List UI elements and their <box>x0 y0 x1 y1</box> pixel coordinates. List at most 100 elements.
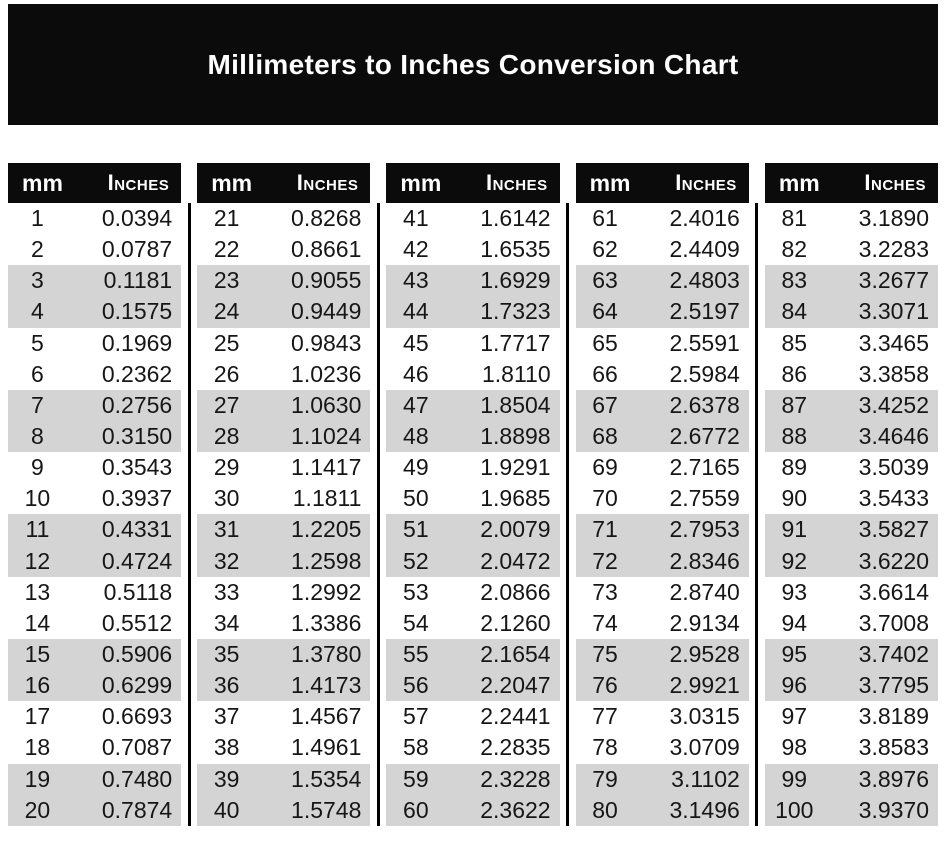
inches-value: 2.9134 <box>669 609 740 636</box>
mm-value: 29 <box>213 454 240 481</box>
mm-value: 19 <box>24 765 51 792</box>
inches-value: 1.5748 <box>291 796 362 823</box>
conversion-table: mm Inches 1 0.0394 2 0.0787 3 0.1181 4 0.1575 5 0.1… <box>8 163 939 826</box>
mm-value: 76 <box>592 672 618 699</box>
mm-column-header: mm <box>778 169 820 196</box>
mm-value: 75 <box>592 641 618 668</box>
inches-value: 3.4646 <box>858 423 930 450</box>
table-row: 43 1.6929 <box>386 265 560 297</box>
column-divider <box>181 163 197 826</box>
inches-value: 3.2677 <box>858 267 930 294</box>
inches-value: 2.0079 <box>480 516 551 543</box>
mm-value: 20 <box>24 796 51 823</box>
column-group-5: mm Inches 81 3.1890 82 3.2283 83 3.2677 84 3.3071… <box>764 163 939 826</box>
inches-column-header: Inches <box>864 170 927 195</box>
inches-value: 0.9843 <box>291 329 362 356</box>
column-divider <box>749 163 765 826</box>
table-row: 39 1.5354 <box>197 763 371 795</box>
inches-value: 1.3780 <box>291 641 362 668</box>
table-row: 84 3.3071 <box>764 296 939 328</box>
mm-value: 37 <box>213 703 240 730</box>
mm-value: 15 <box>24 641 51 668</box>
inches-value: 1.9291 <box>480 454 551 481</box>
mm-value: 9 <box>31 454 44 481</box>
mm-value: 58 <box>403 734 429 761</box>
inches-value: 0.1575 <box>101 298 173 325</box>
inches-value: 3.7008 <box>858 609 930 636</box>
inches-value: 1.1024 <box>291 423 362 450</box>
table-row: 67 2.6378 <box>575 389 749 421</box>
table-row: 87 3.4252 <box>764 389 939 421</box>
table-row: 47 1.8504 <box>386 389 560 421</box>
mm-value: 73 <box>592 578 618 605</box>
mm-value: 93 <box>781 578 808 605</box>
inches-column-header: Inches <box>296 170 359 195</box>
table-row: 95 3.7402 <box>764 638 939 671</box>
inches-value: 0.0787 <box>101 236 173 263</box>
column-group-header: mm Inches <box>197 163 371 203</box>
inches-value: 2.2441 <box>480 703 551 730</box>
mm-value: 24 <box>213 298 240 325</box>
inches-value: 2.4409 <box>669 236 740 263</box>
table-row: 80 3.1496 <box>575 794 749 826</box>
inches-value: 1.2598 <box>291 547 362 574</box>
mm-column-header: mm <box>400 169 442 196</box>
mm-value: 82 <box>781 236 808 263</box>
inches-value: 2.9528 <box>669 641 740 668</box>
mm-value: 30 <box>213 485 240 512</box>
table-row: 10 0.3937 <box>8 483 181 514</box>
inches-value: 0.5906 <box>101 641 173 668</box>
column-group-header: mm Inches <box>575 163 749 203</box>
table-row: 99 3.8976 <box>764 763 939 795</box>
inches-value: 2.3228 <box>480 765 551 792</box>
divider-line <box>566 203 570 826</box>
table-row: 11 0.4331 <box>8 514 182 546</box>
inches-value: 2.8346 <box>669 547 740 574</box>
mm-value: 2 <box>31 236 44 263</box>
mm-value: 77 <box>592 703 618 730</box>
inches-value: 0.8268 <box>291 205 362 232</box>
inches-value: 3.3071 <box>858 298 930 325</box>
mm-column-header: mm <box>211 169 253 196</box>
inches-value: 0.4331 <box>101 516 173 543</box>
table-row: 16 0.6299 <box>8 670 182 702</box>
inches-value: 3.1102 <box>671 765 740 792</box>
table-row: 72 2.8346 <box>575 545 749 577</box>
table-row: 77 3.0315 <box>576 701 749 732</box>
inches-value: 3.2283 <box>858 236 930 263</box>
inches-value: 1.8504 <box>480 391 551 418</box>
mm-value: 97 <box>781 703 808 730</box>
mm-value: 33 <box>213 578 240 605</box>
mm-value: 38 <box>213 734 240 761</box>
table-row: 93 3.6614 <box>765 577 938 608</box>
table-row: 62 2.4409 <box>576 234 749 265</box>
table-row: 76 2.9921 <box>575 670 749 702</box>
table-row: 14 0.5512 <box>8 608 181 639</box>
mm-value: 41 <box>403 205 429 232</box>
inches-value: 1.2205 <box>291 516 362 543</box>
mm-value: 95 <box>781 641 808 668</box>
mm-value: 52 <box>403 547 429 574</box>
mm-value: 80 <box>592 796 618 823</box>
inches-value: 2.5984 <box>669 360 740 387</box>
mm-value: 25 <box>213 329 240 356</box>
title-banner: Millimeters to Inches Conversion Chart <box>8 4 938 125</box>
mm-value: 43 <box>403 267 429 294</box>
mm-value: 40 <box>213 796 240 823</box>
column-group-1: mm Inches 1 0.0394 2 0.0787 3 0.1181 4 0.1575 5 0.1… <box>8 163 182 826</box>
inches-column-header: Inches <box>675 170 737 195</box>
column-divider <box>370 163 386 826</box>
mm-value: 98 <box>781 734 808 761</box>
column-group-header: mm Inches <box>764 163 939 203</box>
mm-value: 39 <box>213 765 240 792</box>
table-row: 71 2.7953 <box>575 514 749 546</box>
table-row: 27 1.0630 <box>197 389 371 421</box>
mm-value: 96 <box>781 672 808 699</box>
inches-value: 2.7559 <box>669 485 740 512</box>
table-row: 28 1.1024 <box>197 420 371 453</box>
table-row: 8 0.3150 <box>8 420 182 453</box>
table-row: 52 2.0472 <box>386 545 560 577</box>
table-row: 20 0.7874 <box>8 794 182 826</box>
inches-value: 1.6142 <box>480 205 551 232</box>
table-row: 59 2.3228 <box>386 763 560 795</box>
